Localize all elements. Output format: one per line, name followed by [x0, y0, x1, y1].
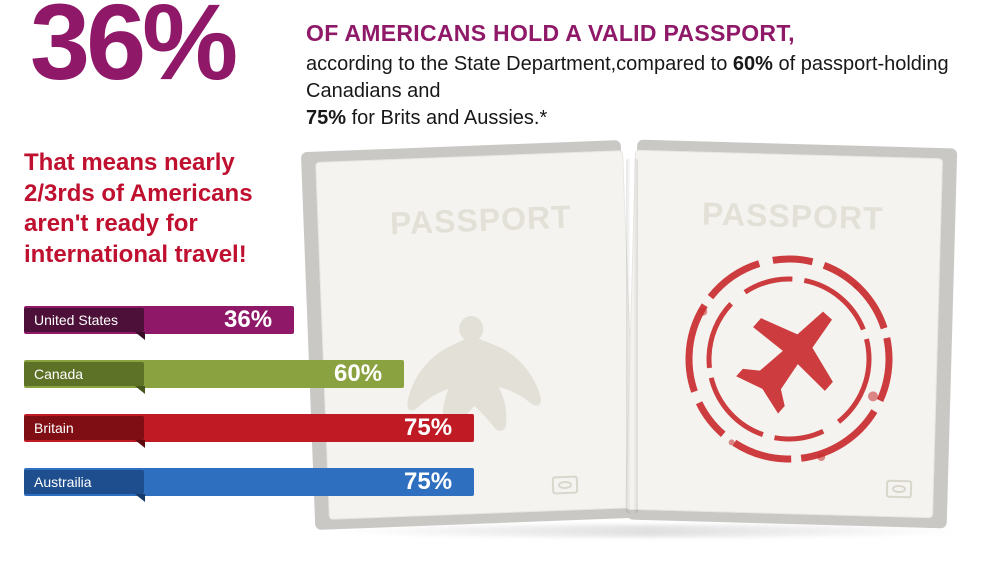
- headline-body-bold-75: 75%: [306, 107, 346, 129]
- callout-line-4: international travel!: [24, 240, 253, 271]
- infographic-root: 36% OF AMERICANS HOLD A VALID PASSPORT, …: [0, 0, 1002, 574]
- bar-label: Austrailia: [24, 470, 144, 494]
- headline-title: OF AMERICANS HOLD A VALID PASSPORT,: [306, 20, 1002, 47]
- callout-line-2: 2/3rds of Americans: [24, 179, 253, 210]
- headline-block: OF AMERICANS HOLD A VALID PASSPORT, acco…: [306, 20, 1002, 132]
- headline-body-pre: according to the State Department,compar…: [306, 53, 733, 75]
- bar-label: United States: [24, 308, 144, 332]
- callout-text: That means nearly 2/3rds of Americans ar…: [24, 148, 253, 271]
- bar-label: Canada: [24, 362, 144, 386]
- bar-row: 60% Canada: [24, 356, 584, 392]
- headline-body: according to the State Department,compar…: [306, 51, 1002, 132]
- bar-value: 75%: [404, 410, 452, 446]
- callout-line-1: That means nearly: [24, 148, 253, 179]
- bar-value: 36%: [224, 302, 272, 338]
- bar-label: Britain: [24, 416, 144, 440]
- headline-body-post: for Brits and Aussies.*: [346, 107, 547, 129]
- passport-word-right: PASSPORT: [702, 195, 885, 237]
- book-spine: [626, 158, 638, 514]
- headline-percent: 36%: [30, 0, 234, 96]
- passport-word-left: PASSPORT: [389, 199, 572, 243]
- bar-value: 60%: [334, 356, 382, 392]
- headline-body-bold-60: 60%: [733, 53, 773, 75]
- bar-value: 75%: [404, 464, 452, 500]
- passport-bar-chart: 36% United States 60% Canada 75% Britain 75% Au…: [24, 302, 584, 518]
- book-shadow: [330, 525, 970, 537]
- bar-row: 75% Austrailia: [24, 464, 584, 500]
- bar-row: 36% United States: [24, 302, 584, 338]
- biometric-chip-icon-right: [886, 480, 912, 499]
- stamp-icon: [671, 241, 907, 477]
- bar-row: 75% Britain: [24, 410, 584, 446]
- callout-line-3: aren't ready for: [24, 209, 253, 240]
